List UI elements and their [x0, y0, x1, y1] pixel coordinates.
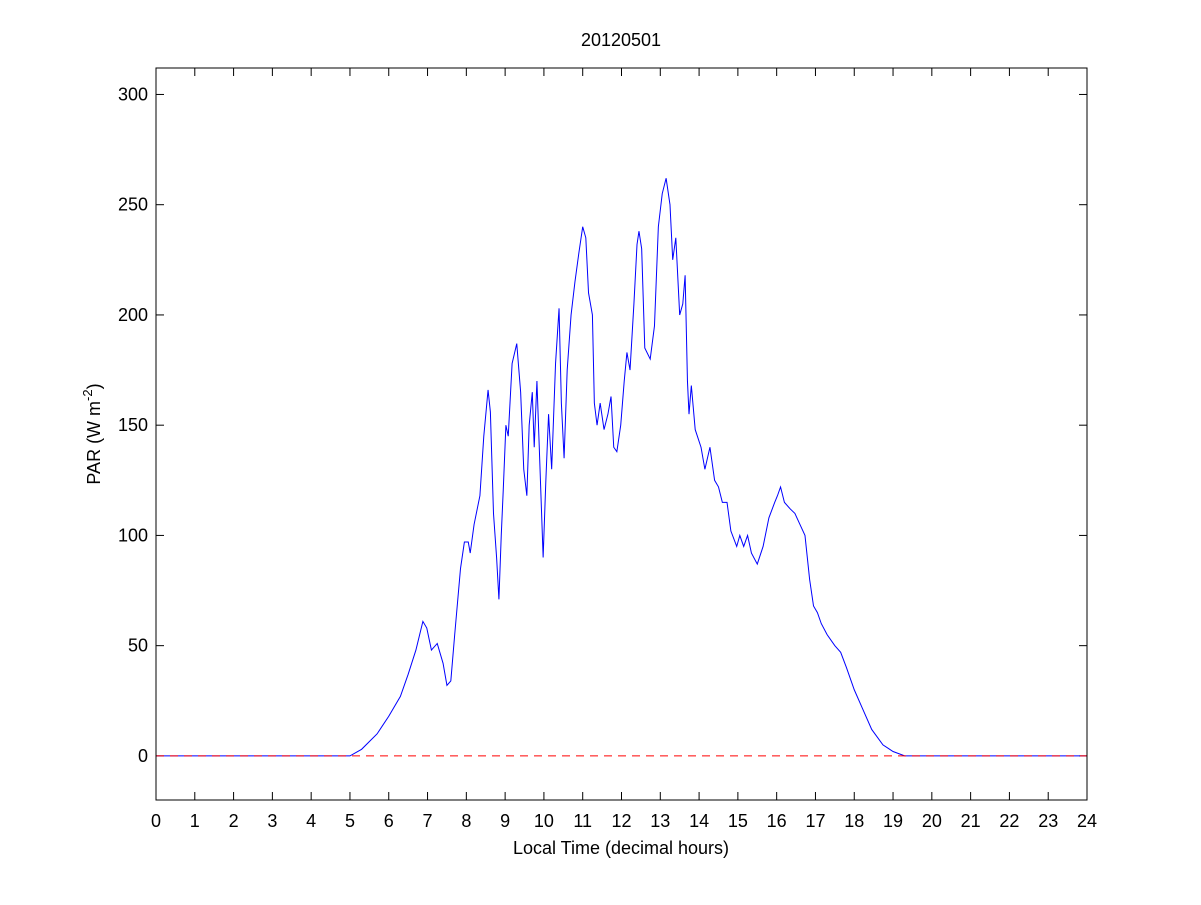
y-tick-label: 50 [128, 636, 148, 656]
y-tick-label: 250 [118, 195, 148, 215]
y-tick-label: 200 [118, 305, 148, 325]
x-tick-label: 22 [999, 811, 1019, 831]
y-axis-label-superscript: -2 [80, 389, 95, 401]
plot-frame [155, 67, 1088, 801]
chart-title: 20120501 [581, 30, 661, 50]
x-tick-label: 2 [229, 811, 239, 831]
y-axis-label: PAR (W m-2) [80, 383, 104, 484]
y-tick-label: 0 [138, 746, 148, 766]
x-tick-label: 10 [534, 811, 554, 831]
x-tick-label: 11 [573, 811, 592, 831]
x-tick-label: 8 [461, 811, 471, 831]
x-tick-label: 7 [423, 811, 433, 831]
x-tick-label: 9 [500, 811, 510, 831]
y-axis-label-suffix: ) [84, 383, 104, 389]
x-tick-label: 4 [306, 811, 316, 831]
x-tick-label: 15 [728, 811, 748, 831]
x-tick-label: 5 [345, 811, 355, 831]
x-tick-label: 6 [384, 811, 394, 831]
x-axis-label: Local Time (decimal hours) [513, 838, 729, 858]
x-tick-label: 23 [1038, 811, 1058, 831]
x-tick-label: 14 [689, 811, 709, 831]
y-tick-label: 100 [118, 525, 148, 545]
data-line [156, 178, 1087, 757]
x-tick-label: 24 [1077, 811, 1097, 831]
x-tick-label: 1 [190, 811, 200, 831]
x-tick-label: 12 [611, 811, 631, 831]
x-tick-label: 18 [844, 811, 864, 831]
x-tick-label: 13 [650, 811, 670, 831]
x-tick-label: 19 [883, 811, 903, 831]
y-tick-label: 300 [118, 84, 148, 104]
y-axis-label-text: PAR (W m [84, 401, 104, 485]
y-tick-label: 150 [118, 415, 148, 435]
x-tick-label: 0 [151, 811, 161, 831]
x-tick-label: 21 [961, 811, 981, 831]
x-tick-label: 17 [805, 811, 825, 831]
x-tick-label: 20 [922, 811, 942, 831]
x-tick-label: 16 [767, 811, 787, 831]
x-tick-label: 3 [267, 811, 277, 831]
